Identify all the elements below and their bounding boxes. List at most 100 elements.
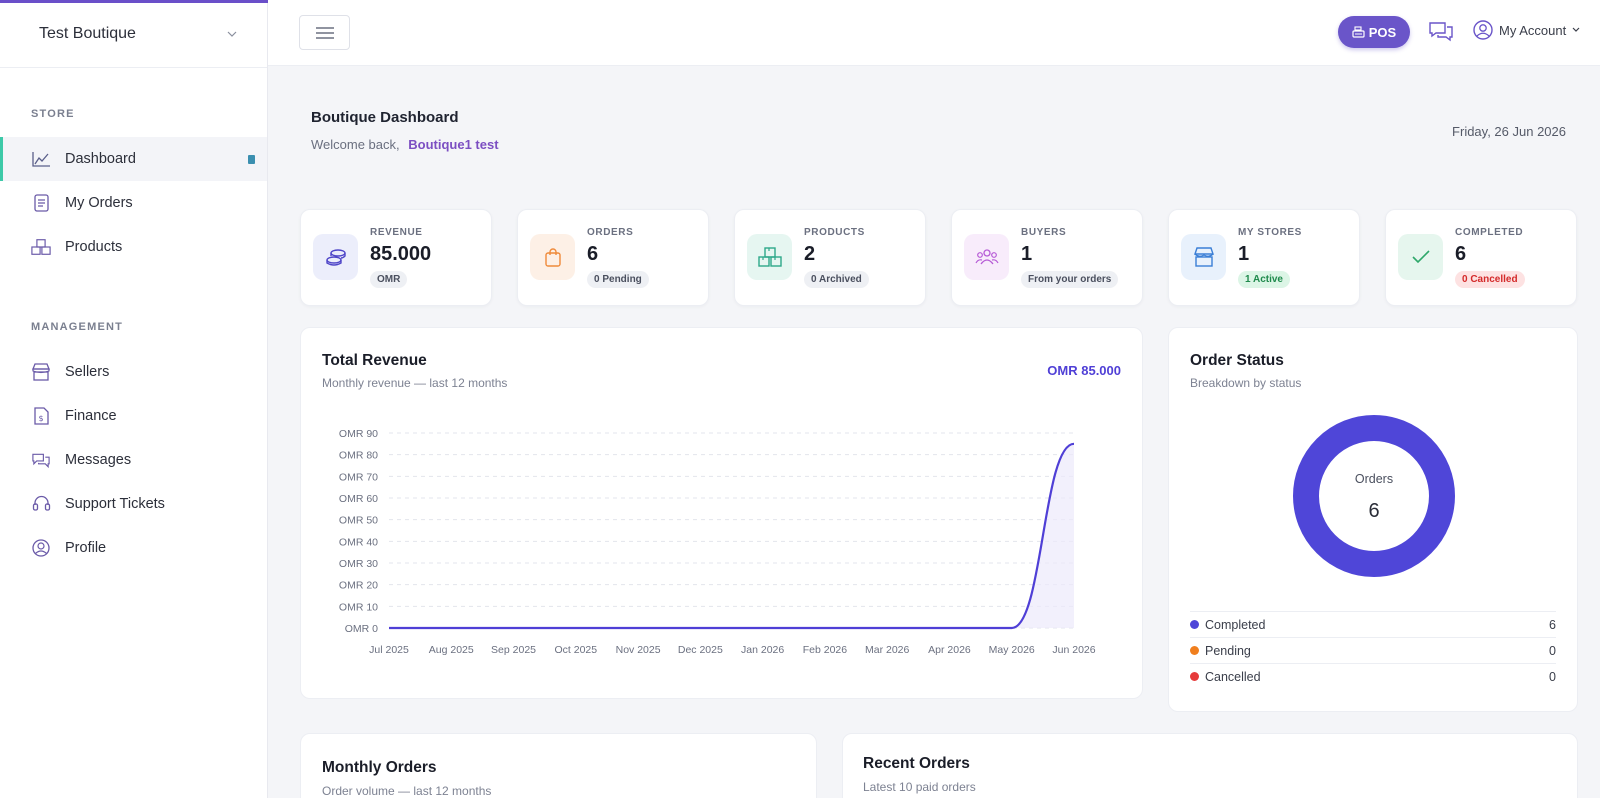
x-tick-label: Oct 2025 — [555, 644, 598, 656]
headset-icon — [31, 494, 51, 514]
current-date: Friday, 26 Jun 2026 — [1452, 124, 1566, 139]
x-tick-label: Jan 2026 — [741, 644, 784, 656]
revenue-card: Total Revenue Monthly revenue — last 12 … — [300, 327, 1143, 699]
order-status-donut[interactable]: Orders 6 — [1169, 328, 1579, 588]
stat-value: 6 — [1455, 243, 1467, 265]
legend-value: 0 — [1549, 669, 1556, 684]
x-tick-label: Jul 2025 — [369, 644, 409, 656]
stat-value: 6 — [587, 243, 599, 265]
svg-text:$: $ — [38, 414, 43, 423]
stat-card-products: PRODUCTS 2 0 Archived — [734, 209, 926, 306]
shopping-bag-icon — [530, 234, 575, 280]
stat-card-orders: ORDERS 6 0 Pending — [517, 209, 709, 306]
messages-icon[interactable] — [1428, 20, 1454, 44]
y-tick-label: OMR 40 — [339, 536, 378, 548]
chat-icon — [31, 450, 51, 470]
pos-button[interactable]: POS — [1338, 16, 1410, 48]
donut-center-value: 6 — [1368, 500, 1379, 522]
chevron-down-icon — [227, 31, 237, 37]
welcome-prefix: Welcome back, — [311, 137, 400, 152]
y-tick-label: OMR 10 — [339, 601, 378, 613]
cash-register-icon — [1352, 26, 1365, 38]
sidebar-item-label: My Orders — [65, 195, 133, 211]
section-label-store: STORE — [31, 108, 75, 120]
sidebar-item-label: Products — [65, 239, 123, 255]
stat-badge: 0 Pending — [587, 271, 649, 288]
user-name: Boutique1 test — [408, 137, 499, 152]
sidebar-item-label: Dashboard — [65, 151, 136, 167]
x-tick-label: Jun 2026 — [1052, 644, 1095, 656]
stat-card-my-stores: MY STORES 1 1 Active — [1168, 209, 1360, 306]
y-tick-label: OMR 50 — [339, 515, 378, 527]
stat-badge: OMR — [370, 271, 408, 288]
sidebar-item-profile[interactable]: Profile — [0, 526, 267, 570]
sidebar-item-products[interactable]: Products — [0, 225, 267, 269]
section-label-management: MANAGEMENT — [31, 321, 124, 333]
x-tick-label: Mar 2026 — [865, 644, 910, 656]
page-title: Boutique Dashboard — [311, 109, 459, 126]
menu-toggle-button[interactable] — [299, 15, 350, 50]
stat-value: 2 — [804, 243, 816, 265]
legend-left: Pending — [1190, 644, 1251, 658]
sidebar-item-my-orders[interactable]: My Orders — [0, 181, 267, 225]
stat-value: 1 — [1238, 243, 1250, 265]
revenue-area — [389, 443, 1074, 628]
x-tick-label: Nov 2025 — [616, 644, 661, 656]
hamburger-icon — [315, 26, 334, 39]
welcome-message: Welcome back, Boutique1 test — [311, 137, 499, 152]
y-tick-label: OMR 70 — [339, 471, 378, 483]
order-status-card: Order Status Breakdown by status Orders … — [1168, 327, 1578, 712]
sidebar-item-label: Finance — [65, 408, 117, 424]
y-tick-label: OMR 30 — [339, 558, 378, 570]
store-icon — [31, 362, 51, 382]
boxes-icon — [31, 237, 51, 257]
user-circle-icon — [31, 538, 51, 558]
users-icon — [964, 234, 1009, 280]
sidebar-item-messages[interactable]: Messages — [0, 438, 267, 482]
legend-value: 0 — [1549, 643, 1556, 658]
sidebar-item-label: Profile — [65, 540, 107, 556]
card-title: Recent Orders — [863, 755, 970, 772]
stat-label: REVENUE — [370, 227, 423, 238]
store-name: Test Boutique — [39, 24, 136, 42]
account-label: My Account — [1499, 22, 1567, 38]
legend-swatch — [1190, 646, 1199, 655]
store-switcher[interactable]: Test Boutique — [0, 0, 267, 68]
card-title: Order Status — [1190, 352, 1284, 369]
management-nav: Sellers $ Finance Messages Support Ticke… — [0, 350, 267, 570]
stat-label: MY STORES — [1238, 227, 1302, 238]
card-subtitle: Monthly revenue — last 12 months — [322, 376, 508, 390]
chevron-down-icon — [1572, 27, 1580, 32]
x-tick-label: Dec 2025 — [678, 644, 723, 656]
legend-swatch — [1190, 672, 1199, 681]
sidebar-item-finance[interactable]: $ Finance — [0, 394, 267, 438]
stat-badge: 1 Active — [1238, 271, 1290, 288]
sidebar-item-sellers[interactable]: Sellers — [0, 350, 267, 394]
legend-value: 6 — [1549, 617, 1556, 632]
sidebar-item-label: Messages — [65, 452, 132, 468]
stat-label: COMPLETED — [1455, 227, 1524, 238]
card-subtitle: Order volume — last 12 months — [322, 784, 492, 798]
stat-value: 85.000 — [370, 243, 432, 265]
sidebar-item-support-tickets[interactable]: Support Tickets — [0, 482, 267, 526]
user-circle-icon — [1473, 20, 1493, 40]
legend-label: Pending — [1205, 643, 1251, 658]
y-tick-label: OMR 0 — [345, 623, 378, 635]
pos-label: POS — [1368, 24, 1397, 40]
legend-left: Cancelled — [1190, 670, 1261, 684]
sidebar-item-dashboard[interactable]: Dashboard — [0, 137, 267, 181]
legend-row-pending: Pending 0 — [1190, 637, 1556, 663]
topbar: POS My Account — [268, 0, 1600, 66]
stat-badge: 0 Archived — [804, 271, 869, 288]
legend-row-completed: Completed 6 — [1190, 611, 1556, 637]
donut-slice-completed[interactable] — [1293, 415, 1455, 577]
stat-badge: 0 Cancelled — [1455, 271, 1525, 288]
legend-label: Completed — [1205, 617, 1266, 632]
recent-orders-card: Recent Orders Latest 10 paid orders — [842, 733, 1578, 798]
chart-area-icon — [31, 149, 51, 169]
stat-card-revenue: REVENUE 85.000 OMR — [300, 209, 492, 306]
revenue-line — [388, 442, 1075, 630]
revenue-chart[interactable]: OMR 0 OMR 10 OMR 20 OMR 30 OMR 40 OMR 50 OMR 6… — [301, 328, 1144, 700]
account-menu[interactable]: My Account — [1473, 20, 1580, 40]
stat-card-buyers: BUYERS 1 From your orders — [951, 209, 1143, 306]
